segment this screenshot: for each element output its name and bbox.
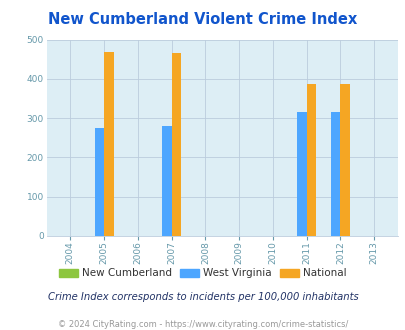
Bar: [104, 52, 113, 236]
Text: Crime Index corresponds to incidents per 100,000 inhabitants: Crime Index corresponds to incidents per…: [47, 292, 358, 302]
Bar: [306, 84, 315, 236]
Text: © 2024 CityRating.com - https://www.cityrating.com/crime-statistics/: © 2024 CityRating.com - https://www.city…: [58, 320, 347, 329]
Bar: [171, 53, 181, 236]
Text: New Cumberland Violent Crime Index: New Cumberland Violent Crime Index: [48, 12, 357, 26]
Bar: [162, 126, 171, 236]
Bar: [94, 128, 104, 236]
Legend: New Cumberland, West Virginia, National: New Cumberland, West Virginia, National: [55, 264, 350, 282]
Bar: [340, 84, 349, 236]
Bar: [330, 112, 340, 236]
Bar: [296, 112, 306, 236]
